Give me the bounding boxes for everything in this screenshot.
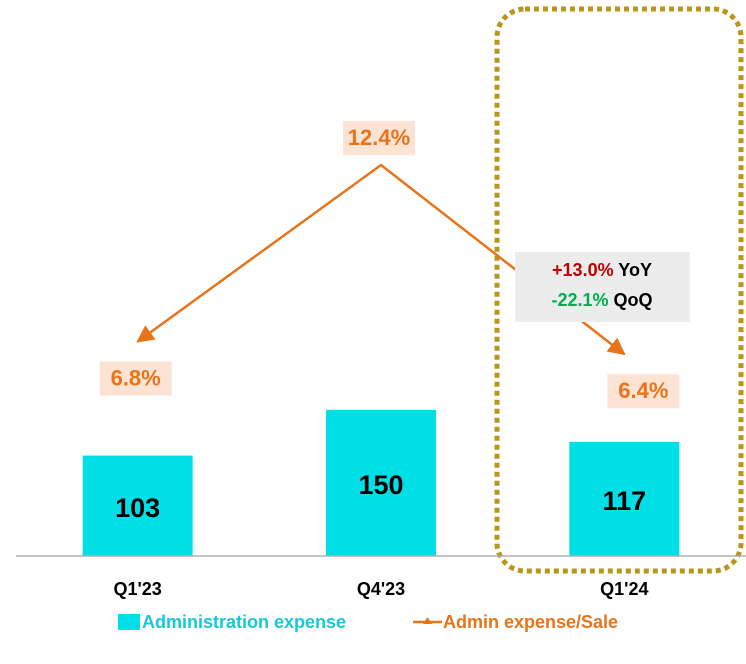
line-value-label: 6.4% xyxy=(618,378,668,403)
annotation-change: -22.1% xyxy=(551,290,608,310)
bar-value-label: 150 xyxy=(358,470,403,500)
x-tick-label: Q1'23 xyxy=(114,579,162,599)
annotation-box xyxy=(515,252,690,322)
highlight-frame xyxy=(494,6,744,574)
bar-value-label: 103 xyxy=(115,493,160,523)
bar xyxy=(326,409,436,556)
annotation-label: QoQ xyxy=(614,290,653,310)
x-tick-label: Q1'24 xyxy=(600,579,648,599)
legend-swatch xyxy=(118,614,140,630)
bar xyxy=(569,441,680,556)
value-label-bg xyxy=(99,361,172,396)
legend-label: Admin expense/Sale xyxy=(443,612,618,632)
value-label-bg xyxy=(343,121,415,156)
x-tick-label: Q4'23 xyxy=(357,579,405,599)
line-value-label: 6.8% xyxy=(111,365,161,390)
legend-marker xyxy=(423,617,432,624)
annotation: -22.1% QoQ xyxy=(551,290,652,310)
legend-label: Administration expense xyxy=(142,612,346,632)
line-value-label: 12.4% xyxy=(348,125,410,150)
annotation: +13.0% YoY xyxy=(552,260,652,280)
value-label-bg xyxy=(607,374,680,409)
annotation-label: YoY xyxy=(618,260,652,280)
annotation-change: +13.0% xyxy=(552,260,614,280)
bar xyxy=(82,455,193,556)
bar-value-label: 117 xyxy=(603,486,647,516)
